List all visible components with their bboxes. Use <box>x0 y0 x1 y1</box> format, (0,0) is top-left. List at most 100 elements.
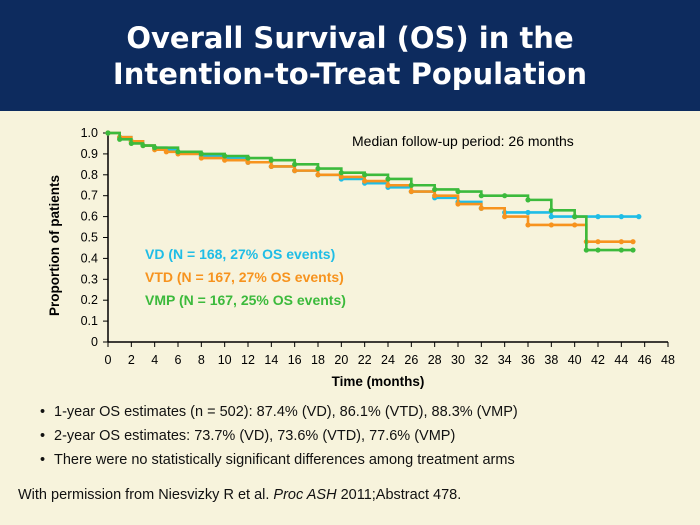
series-line-3 <box>108 131 633 252</box>
censor-point-2 <box>198 155 204 161</box>
x-tick-label: 40 <box>568 353 582 367</box>
x-tick-label: 12 <box>241 353 255 367</box>
censor-point-1 <box>525 209 531 216</box>
bullet-text: 2-year OS estimates: 73.7% (VD), 73.6% (… <box>54 428 456 444</box>
censor-point-2 <box>618 239 624 245</box>
censor-point-2 <box>245 159 251 165</box>
censor-point-3 <box>315 165 321 172</box>
x-axis-title: Time (months) <box>332 374 425 389</box>
censor-point-3 <box>152 145 158 151</box>
series-line-2 <box>108 131 633 243</box>
y-tick-label: 1.0 <box>81 126 98 140</box>
censor-point-2 <box>408 188 414 195</box>
y-axis-title: Proportion of patients <box>47 175 62 316</box>
x-tick-label: 6 <box>175 353 182 367</box>
censor-point-3 <box>385 176 391 182</box>
censor-point-3 <box>128 140 134 147</box>
censor-point-2 <box>315 172 321 178</box>
citation-journal: Proc ASH <box>273 487 337 503</box>
bullet-marker: • <box>40 428 46 444</box>
citation-suffix: 2011;Abstract 478. <box>336 487 462 503</box>
censor-point-2 <box>630 239 636 245</box>
bullet-item: • 1-year OS estimates (n = 502): 87.4% (V… <box>40 400 518 424</box>
bullet-text: 1-year OS estimates (n = 502): 87.4% (VD… <box>54 404 518 420</box>
censor-point-2 <box>502 214 508 220</box>
y-tick-label: 0.6 <box>81 210 98 224</box>
censor-point-3 <box>175 149 181 155</box>
censor-point-2 <box>525 222 531 228</box>
y-tick-label: 0.8 <box>81 168 98 182</box>
censor-point-3 <box>198 151 204 157</box>
censor-point-2 <box>338 174 344 180</box>
bullet-marker: • <box>40 452 46 468</box>
censor-point-3 <box>455 188 461 195</box>
x-tick-label: 48 <box>661 353 675 367</box>
legend-label-3: VMP (N = 167, 25% OS events) <box>145 292 346 308</box>
x-tick-label: 16 <box>288 353 302 367</box>
x-tick-label: 46 <box>638 353 652 367</box>
censor-point-3 <box>362 172 368 178</box>
censor-point-2 <box>478 205 484 211</box>
bullet-list: • 1-year OS estimates (n = 502): 87.4% (V… <box>40 400 518 472</box>
x-tick-label: 30 <box>451 353 465 367</box>
x-tick-label: 34 <box>498 353 512 367</box>
censor-point-1 <box>595 214 601 220</box>
y-tick-label: 0.9 <box>81 147 98 161</box>
x-tick-label: 28 <box>428 353 442 367</box>
x-tick-label: 18 <box>311 353 325 367</box>
censor-point-3 <box>245 155 251 161</box>
censor-point-3 <box>408 182 414 188</box>
censor-point-3 <box>222 153 228 159</box>
censor-point-3 <box>548 207 554 213</box>
censor-point-2 <box>222 157 228 163</box>
censor-point-2 <box>572 222 578 228</box>
censor-point-3 <box>630 247 636 253</box>
x-tick-label: 14 <box>264 353 278 367</box>
legend-label-1: VD (N = 168, 27% OS events) <box>145 246 335 262</box>
y-tick-label: 0.3 <box>81 272 98 286</box>
x-tick-label: 42 <box>591 353 605 367</box>
censor-point-3 <box>525 197 531 203</box>
censor-point-2 <box>163 149 169 155</box>
censor-point-3 <box>432 186 438 193</box>
censor-point-2 <box>548 222 554 228</box>
y-tick-label: 0.7 <box>81 189 98 203</box>
x-tick-label: 4 <box>151 353 158 367</box>
citation-footer: With permission from Niesvizky R et al. … <box>18 487 461 503</box>
censor-point-3 <box>595 247 601 253</box>
bullet-text: There were no statistically significant … <box>54 452 515 468</box>
censor-point-3 <box>117 136 123 142</box>
slide-title-line-2: Intention-to-Treat Population <box>112 57 588 91</box>
censor-point-3 <box>478 193 484 199</box>
x-tick-label: 32 <box>474 353 488 367</box>
x-tick-label: 24 <box>381 353 395 367</box>
censor-point-3 <box>292 161 298 167</box>
title-bar: Overall Survival (OS) in the Intention-t… <box>0 0 700 111</box>
x-tick-label: 26 <box>404 353 418 367</box>
censor-point-1 <box>618 214 624 220</box>
censor-point-2 <box>385 182 391 188</box>
x-tick-label: 20 <box>334 353 348 367</box>
x-tick-label: 10 <box>218 353 232 367</box>
median-followup-annotation: Median follow-up period: 26 months <box>352 133 574 149</box>
censor-point-3 <box>105 130 111 136</box>
censor-point-3 <box>618 247 624 253</box>
censor-point-2 <box>432 193 438 199</box>
censor-point-2 <box>362 178 368 184</box>
x-tick-label: 0 <box>105 353 112 367</box>
y-tick-label: 0 <box>91 335 98 349</box>
censor-point-3 <box>502 193 508 199</box>
censor-point-2 <box>268 163 274 170</box>
censor-point-1 <box>636 214 642 220</box>
slide-title-line-1: Overall Survival (OS) in the <box>126 21 574 55</box>
legend-label-2: VTD (N = 167, 27% OS events) <box>145 269 344 285</box>
censor-point-3 <box>583 247 589 253</box>
y-tick-label: 0.1 <box>81 314 98 328</box>
censor-point-1 <box>548 214 554 220</box>
x-tick-label: 36 <box>521 353 535 367</box>
y-tick-label: 0.2 <box>81 293 98 307</box>
y-tick-label: 0.4 <box>81 251 98 265</box>
x-tick-label: 8 <box>198 353 205 367</box>
censor-point-3 <box>572 214 578 220</box>
x-tick-label: 22 <box>358 353 372 367</box>
